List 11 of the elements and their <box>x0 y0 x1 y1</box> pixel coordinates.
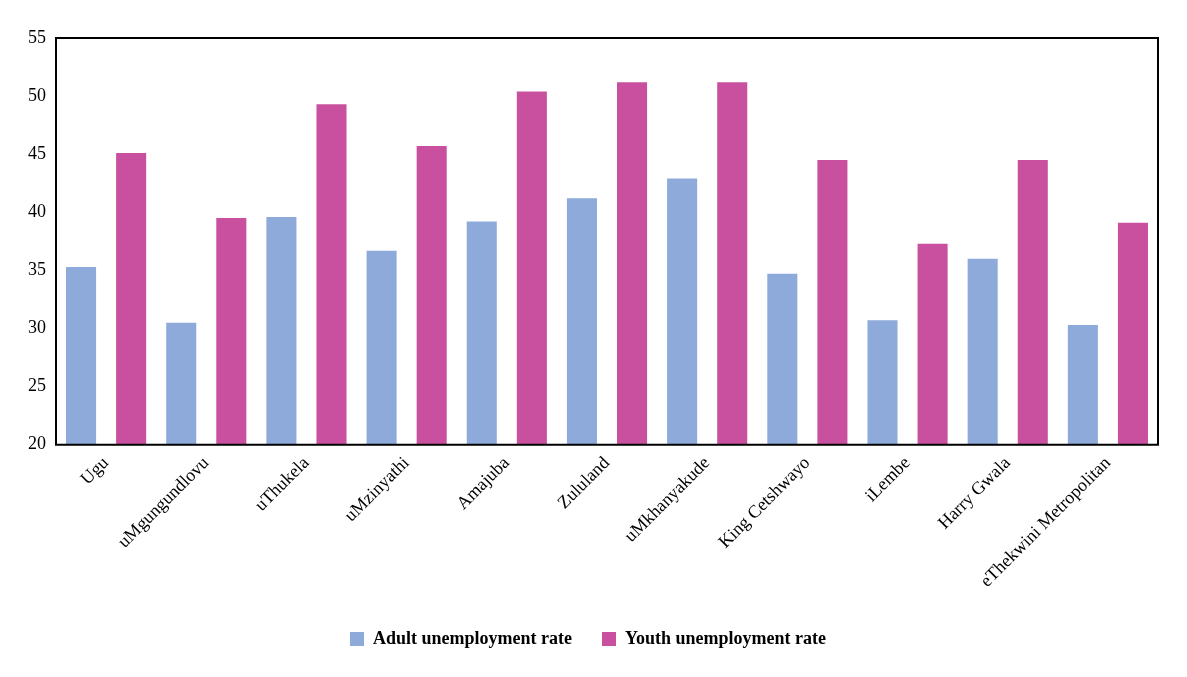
y-tick-label: 45 <box>28 142 46 163</box>
y-tick-label: 25 <box>28 375 46 396</box>
y-tick-label: 30 <box>28 317 46 338</box>
y-tick-label: 40 <box>28 201 46 222</box>
y-tick-label: 20 <box>28 433 46 454</box>
legend-label: Youth unemployment rate <box>625 627 827 648</box>
x-tick-label: Ugu <box>76 452 113 489</box>
y-tick-label: 50 <box>28 84 46 105</box>
y-tick-label: 55 <box>28 26 46 47</box>
y-tick-label: 35 <box>28 259 46 280</box>
legend-label: Adult unemployment rate <box>373 627 573 648</box>
